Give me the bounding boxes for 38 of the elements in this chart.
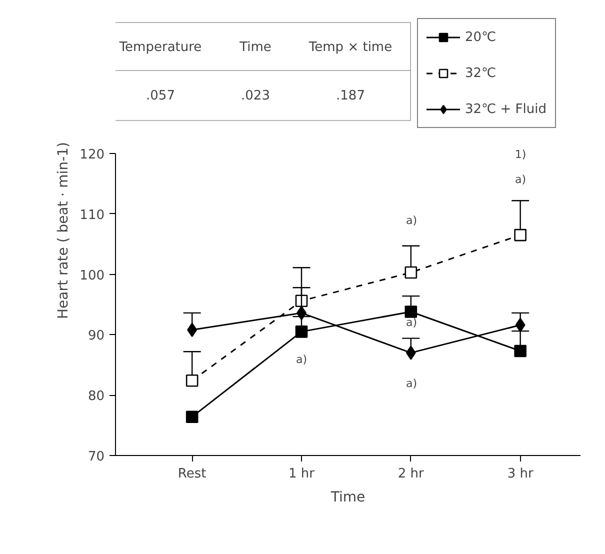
text: .057 — [146, 88, 175, 104]
point — [295, 294, 308, 308]
text: Temp × time — [308, 40, 392, 55]
text: .187 — [336, 88, 365, 104]
point — [406, 346, 416, 360]
point — [514, 344, 526, 358]
point — [404, 306, 418, 318]
annotation: 1) — [514, 148, 526, 161]
legend-label: 20℃ — [465, 30, 496, 44]
legend-label: 32℃ — [465, 66, 496, 80]
annotation: a) — [406, 316, 418, 329]
text: .023 — [241, 88, 270, 104]
x-tick-label: 3 hr — [507, 466, 534, 482]
point — [515, 318, 526, 332]
point — [186, 374, 198, 387]
annotation: a) — [406, 214, 418, 227]
x-tick-label: Rest — [178, 466, 206, 482]
annotation: a) — [296, 353, 308, 366]
point — [187, 322, 198, 338]
text: Temperature — [118, 40, 202, 55]
point — [514, 228, 526, 242]
x-tick-label: 1 hr — [288, 466, 316, 482]
y-tick-label: 90 — [88, 328, 105, 344]
text: Time — [238, 40, 272, 55]
legend-label: 32℃ + Fluid — [465, 102, 546, 116]
y-axis-title: Heart rate ( beat · min-1) — [56, 142, 72, 319]
y-tick-label: 100 — [80, 268, 105, 284]
annotation: a) — [514, 173, 526, 186]
point — [404, 266, 418, 279]
y-tick-label: 110 — [80, 208, 105, 223]
point — [186, 410, 198, 423]
y-tick-label: 70 — [88, 450, 105, 464]
y-tick-label: 120 — [80, 148, 105, 162]
y-tick-label: 80 — [88, 389, 105, 404]
x-axis-title: Time — [330, 490, 366, 506]
x-tick-label: 2 hr — [398, 466, 425, 482]
annotation: a) — [406, 377, 418, 390]
point — [295, 326, 308, 338]
